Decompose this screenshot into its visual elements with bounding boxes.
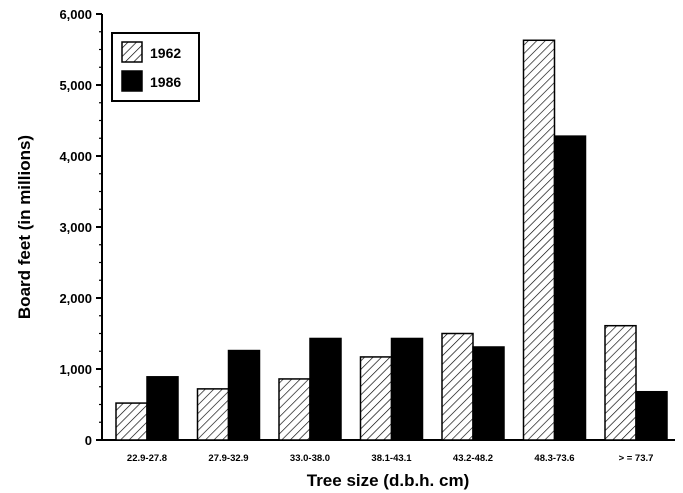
bar-1986-1 <box>229 351 260 440</box>
y-tick-label: 0 <box>85 433 92 448</box>
y-axis-title: Board feet (in millions) <box>15 135 34 319</box>
x-tick-label: 27.9-32.9 <box>208 453 248 464</box>
x-axis-title: Tree size (d.b.h. cm) <box>307 471 470 490</box>
bar-1986-4 <box>473 347 504 440</box>
bar-1962-1 <box>198 389 229 440</box>
x-tick-label: 33.0-38.0 <box>290 453 330 464</box>
y-tick-label: 1,000 <box>59 362 92 377</box>
bar-1986-5 <box>555 136 586 440</box>
y-tick-label: 4,000 <box>59 149 92 164</box>
bar-1962-2 <box>279 379 310 440</box>
x-tick-label: 38.1-43.1 <box>371 453 412 464</box>
x-tick-label: 43.2-48.2 <box>453 453 493 464</box>
bar-1962-5 <box>524 40 555 440</box>
y-tick-label: 3,000 <box>59 220 92 235</box>
legend-label-1962: 1962 <box>150 45 181 61</box>
bar-1962-0 <box>116 403 147 440</box>
y-tick-label: 2,000 <box>59 291 92 306</box>
bar-1962-3 <box>361 357 392 440</box>
bar-1986-0 <box>147 377 178 440</box>
y-tick-label: 6,000 <box>59 7 92 22</box>
x-tick-labels: 22.9-27.8 27.9-32.9 33.0-38.0 38.1-43.1 43.2… <box>127 453 654 464</box>
bar-1986-3 <box>392 338 423 440</box>
legend: 1962 1986 <box>112 33 199 101</box>
legend-label-1986: 1986 <box>150 74 181 90</box>
bar-1962-6 <box>605 326 636 440</box>
legend-swatch-1986 <box>122 71 142 91</box>
x-tick-label: 22.9-27.8 <box>127 453 167 464</box>
y-tick-label: 5,000 <box>59 78 92 93</box>
bar-1986-6 <box>636 392 667 440</box>
bar-1962-4 <box>442 334 473 441</box>
bar-1986-2 <box>310 338 341 440</box>
x-tick-label: > = 73.7 <box>619 453 654 464</box>
legend-swatch-1962 <box>122 42 142 62</box>
y-ticks: 0 1,000 2,000 3,000 4,000 5,000 6,000 <box>59 7 102 448</box>
x-tick-label: 48.3-73.6 <box>534 453 574 464</box>
